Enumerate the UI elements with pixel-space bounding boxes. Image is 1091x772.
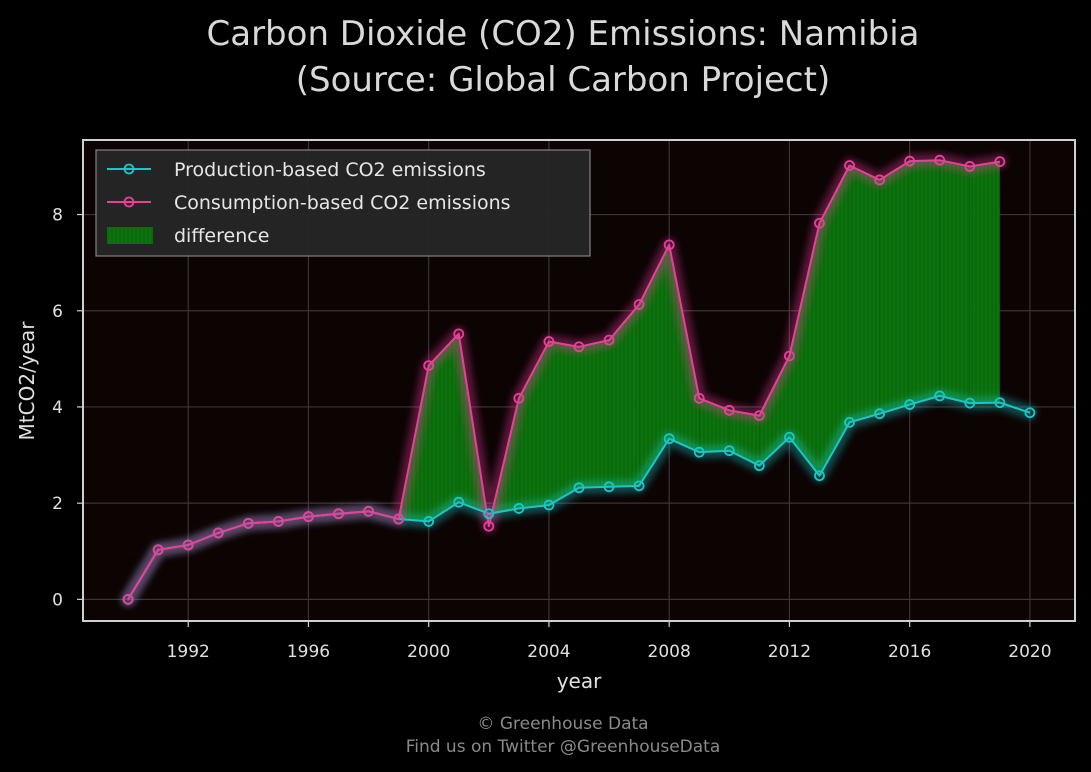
consumption-point-1995 (272, 516, 284, 527)
y-tick-label-3: 6 (52, 302, 63, 322)
legend-difference-label: difference (174, 225, 269, 247)
consumption-point-2007 (633, 299, 645, 310)
difference-band-2003 (518, 341, 549, 509)
production-point-2008 (663, 433, 675, 445)
consumption-point-1990 (122, 593, 134, 605)
production-point-2000 (423, 516, 435, 527)
production-point-2010 (723, 445, 735, 457)
consumption-point-1997 (333, 508, 344, 520)
consumption-point-1996 (303, 511, 314, 523)
series-markers (122, 154, 1036, 605)
difference-band-2000 (428, 333, 459, 522)
consumption-point-2009 (693, 392, 705, 404)
production-point-2011 (753, 460, 765, 472)
legend-production-marker (123, 163, 135, 175)
consumption-point-2001 (453, 328, 465, 340)
legend-difference-swatch (107, 227, 153, 244)
difference-band-2005 (579, 340, 610, 488)
difference-band-2015 (879, 161, 910, 414)
y-axis-ticks: 0 2 4 6 8 (52, 206, 83, 610)
consumption-point-1999 (393, 513, 405, 525)
consumption-point-2014 (844, 160, 855, 171)
difference-band-2016 (909, 160, 940, 405)
consumption-point-2012 (784, 350, 795, 362)
legend-production-label: Production-based CO2 emissions (174, 159, 486, 181)
production-point-2020 (1024, 407, 1036, 419)
x-tick-label-6: 2016 (888, 642, 931, 662)
x-tick-label-0: 1992 (167, 642, 210, 662)
x-axis-label: year (557, 669, 602, 693)
production-point-2005 (573, 482, 585, 494)
consumption-point-2018 (964, 161, 976, 172)
consumption-point-1994 (242, 517, 254, 529)
consumption-point-1992 (182, 539, 194, 551)
production-point-2016 (904, 399, 916, 410)
x-tick-label-4: 2008 (648, 642, 691, 662)
y-tick-label-0: 0 (52, 590, 63, 610)
consumption-point-2019 (994, 156, 1006, 168)
y-tick-label-4: 8 (52, 206, 63, 226)
chart-title-line1: Carbon Dioxide (CO2) Emissions: Namibia (207, 14, 920, 54)
y-tick-label-2: 4 (52, 398, 63, 418)
consumption-point-1991 (152, 544, 164, 556)
production-point-2001 (453, 496, 465, 508)
legend: Production-based CO2 emissions Consumpti… (95, 149, 591, 257)
consumption-point-1993 (212, 527, 224, 539)
footer-twitter: Find us on Twitter @GreenhouseData (406, 737, 721, 757)
production-point-2013 (814, 470, 825, 482)
consumption-point-2013 (814, 217, 825, 229)
production-point-2003 (513, 503, 525, 514)
difference-band-2017 (939, 160, 970, 404)
consumption-point-2002 (483, 520, 495, 532)
production-point-2009 (693, 446, 705, 458)
legend-consumption-marker (123, 196, 135, 208)
y-axis-label: MtCO2/year (15, 321, 39, 441)
consumption-point-2004 (543, 336, 555, 347)
consumption-point-2005 (573, 341, 585, 353)
consumption-point-2017 (934, 154, 946, 166)
consumption-point-2010 (723, 404, 735, 416)
consumption-point-1998 (363, 505, 374, 517)
production-point-2007 (633, 480, 645, 492)
difference-band-2006 (609, 304, 640, 487)
production-point-2019 (994, 397, 1006, 409)
production-point-2012 (784, 431, 795, 443)
production-point-2002 (483, 508, 495, 520)
x-tick-label-1: 1996 (287, 642, 330, 662)
consumption-point-2015 (874, 174, 886, 186)
consumption-point-2006 (603, 334, 615, 346)
production-point-2015 (874, 408, 886, 420)
plot-frame (82, 139, 1076, 622)
difference-band-2018 (969, 161, 1000, 404)
production-point-2014 (844, 416, 855, 428)
production-point-2018 (964, 397, 976, 409)
consumption-point-2011 (753, 410, 765, 422)
production-point-2006 (603, 481, 615, 493)
difference-band-2014 (849, 165, 880, 423)
consumption-point-2008 (663, 239, 675, 251)
x-tick-label-7: 2020 (1008, 642, 1051, 662)
legend-consumption-label: Consumption-based CO2 emissions (174, 192, 511, 214)
consumption-point-2000 (423, 360, 435, 371)
x-axis-ticks: 1992 1996 2000 2004 2008 2012 2016 2020 (167, 621, 1052, 662)
y-tick-label-1: 2 (52, 494, 63, 514)
difference-band-2013 (819, 165, 850, 476)
legend-box (95, 149, 591, 257)
consumption-point-2016 (904, 155, 916, 167)
x-tick-label-5: 2012 (768, 642, 811, 662)
difference-band-2004 (548, 341, 579, 506)
footer-copyright: © Greenhouse Data (477, 714, 648, 734)
consumption-point-2003 (513, 392, 525, 404)
production-point-2004 (543, 499, 555, 511)
chart-title-line2: (Source: Global Carbon Project) (296, 60, 830, 100)
x-tick-label-3: 2004 (527, 642, 570, 662)
x-tick-label-2: 2000 (407, 642, 450, 662)
production-point-2017 (934, 390, 946, 402)
